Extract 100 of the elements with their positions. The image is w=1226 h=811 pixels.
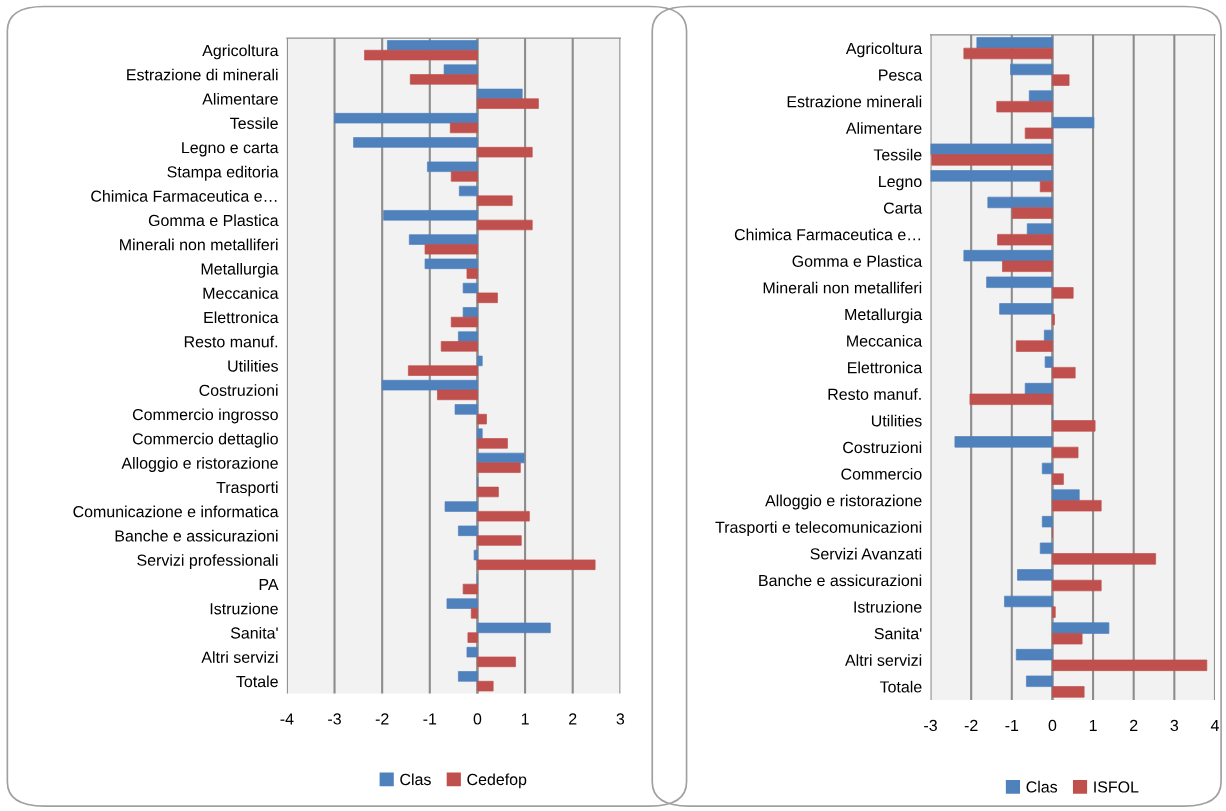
bar: [987, 196, 1053, 209]
bar: [454, 404, 478, 415]
bar: [1015, 649, 1053, 661]
bar: [462, 307, 478, 318]
bar: [437, 389, 478, 401]
y-tick-label: Commercio: [841, 468, 922, 480]
y-tick-label: Legno e carta: [182, 142, 279, 157]
bar: [1026, 675, 1053, 687]
y-tick-label: Alimentare: [202, 93, 278, 105]
bar: [443, 64, 478, 75]
bar: [473, 549, 478, 561]
y-tick-label: Tessile: [230, 117, 278, 130]
bar: [976, 37, 1053, 49]
y-tick-label: Sanita': [230, 626, 278, 639]
bar: [470, 608, 478, 619]
bar: [1002, 260, 1053, 272]
bar: [440, 341, 478, 352]
y-tick-label: Minerali non metalliferi: [763, 281, 922, 294]
bar: [986, 276, 1053, 288]
y-tick-label: Resto manuf.: [184, 335, 278, 348]
bar: [1015, 340, 1053, 352]
bar: [1052, 287, 1074, 299]
y-tick-label: Elettronica: [848, 361, 923, 374]
x-tick-label: -3: [328, 713, 341, 725]
y-tick-label: Carta: [883, 202, 923, 214]
bar: [477, 195, 513, 206]
y-tick-label: Minerali non metalliferi: [120, 238, 278, 251]
y-tick-label: Legno: [879, 175, 922, 191]
bar: [1052, 446, 1079, 459]
y-tick-label: Metallurgia: [201, 262, 279, 278]
bar: [1052, 606, 1056, 618]
x-tick-label: 0: [473, 713, 482, 725]
x-tick-label: 2: [569, 713, 577, 725]
bar: [1052, 686, 1085, 698]
y-tick-label: Meccanica: [847, 334, 923, 347]
bar: [1043, 329, 1053, 342]
bar: [996, 101, 1053, 113]
bar: [1017, 569, 1053, 581]
bar: [477, 355, 483, 367]
bar: [1052, 367, 1076, 379]
bar: [1052, 489, 1080, 501]
bar: [477, 486, 499, 498]
bar: [383, 210, 478, 221]
x-tick-label: -3: [924, 719, 937, 732]
bar: [477, 452, 525, 464]
bar: [1041, 516, 1053, 528]
bar: [1039, 542, 1053, 554]
bar: [477, 511, 530, 522]
y-tick-label: Utilities: [871, 414, 922, 427]
y-tick-label: Commercio dettaglio: [132, 432, 278, 448]
y-tick-label: Alimentare: [845, 122, 922, 134]
y-tick-label: Meccanica: [203, 287, 279, 299]
x-tick-label: -4: [280, 713, 294, 725]
legend-label: Clas: [400, 773, 431, 786]
bar: [930, 143, 1053, 155]
bar: [1052, 579, 1102, 592]
bar: [1026, 223, 1053, 235]
bar: [446, 598, 478, 609]
bar: [477, 88, 523, 100]
y-tick-label: Pesca: [879, 69, 923, 81]
y-tick-label: Elettronica: [204, 311, 279, 324]
bar: [334, 113, 478, 124]
bar: [466, 646, 478, 658]
bar: [930, 170, 1053, 182]
y-tick-label: Commercio ingrosso: [132, 408, 278, 424]
bar: [963, 249, 1053, 262]
bar: [1024, 127, 1053, 139]
bar: [477, 535, 522, 546]
y-tick-label: Comunicazione e informatica: [73, 505, 279, 518]
y-tick-label: Sanita': [874, 627, 922, 640]
y-tick-label: Chimica Farmaceutica e…: [734, 228, 921, 241]
bar: [466, 268, 478, 279]
y-tick-label: Trasporti: [216, 481, 278, 497]
bar: [450, 171, 478, 182]
bar: [1052, 553, 1156, 565]
legend-label: Cedefop: [467, 773, 527, 789]
x-tick-label: 1: [1089, 719, 1097, 731]
bar: [449, 122, 478, 134]
bar: [387, 40, 478, 51]
bar: [931, 154, 1053, 166]
bar: [1052, 313, 1055, 326]
x-tick-label: 0: [1048, 719, 1057, 732]
bar: [477, 292, 498, 304]
x-tick-label: 1: [521, 713, 529, 725]
y-tick-label: Estrazione minerali: [787, 95, 922, 108]
bar: [477, 680, 494, 692]
bar: [1052, 420, 1096, 432]
y-tick-label: Alloggio e ristorazione: [121, 457, 278, 472]
bar: [963, 47, 1053, 60]
y-tick-label: Resto manuf.: [828, 388, 921, 400]
y-tick-label: Totale: [879, 680, 922, 693]
bar: [408, 365, 478, 376]
bar: [1004, 595, 1053, 608]
x-tick-label: 4: [1210, 719, 1219, 731]
bar: [353, 137, 478, 148]
bar: [477, 146, 533, 158]
bar: [450, 316, 478, 328]
y-tick-label: Stampa editoria: [167, 165, 279, 181]
y-tick-label: PA: [259, 578, 279, 590]
bar: [458, 185, 478, 197]
